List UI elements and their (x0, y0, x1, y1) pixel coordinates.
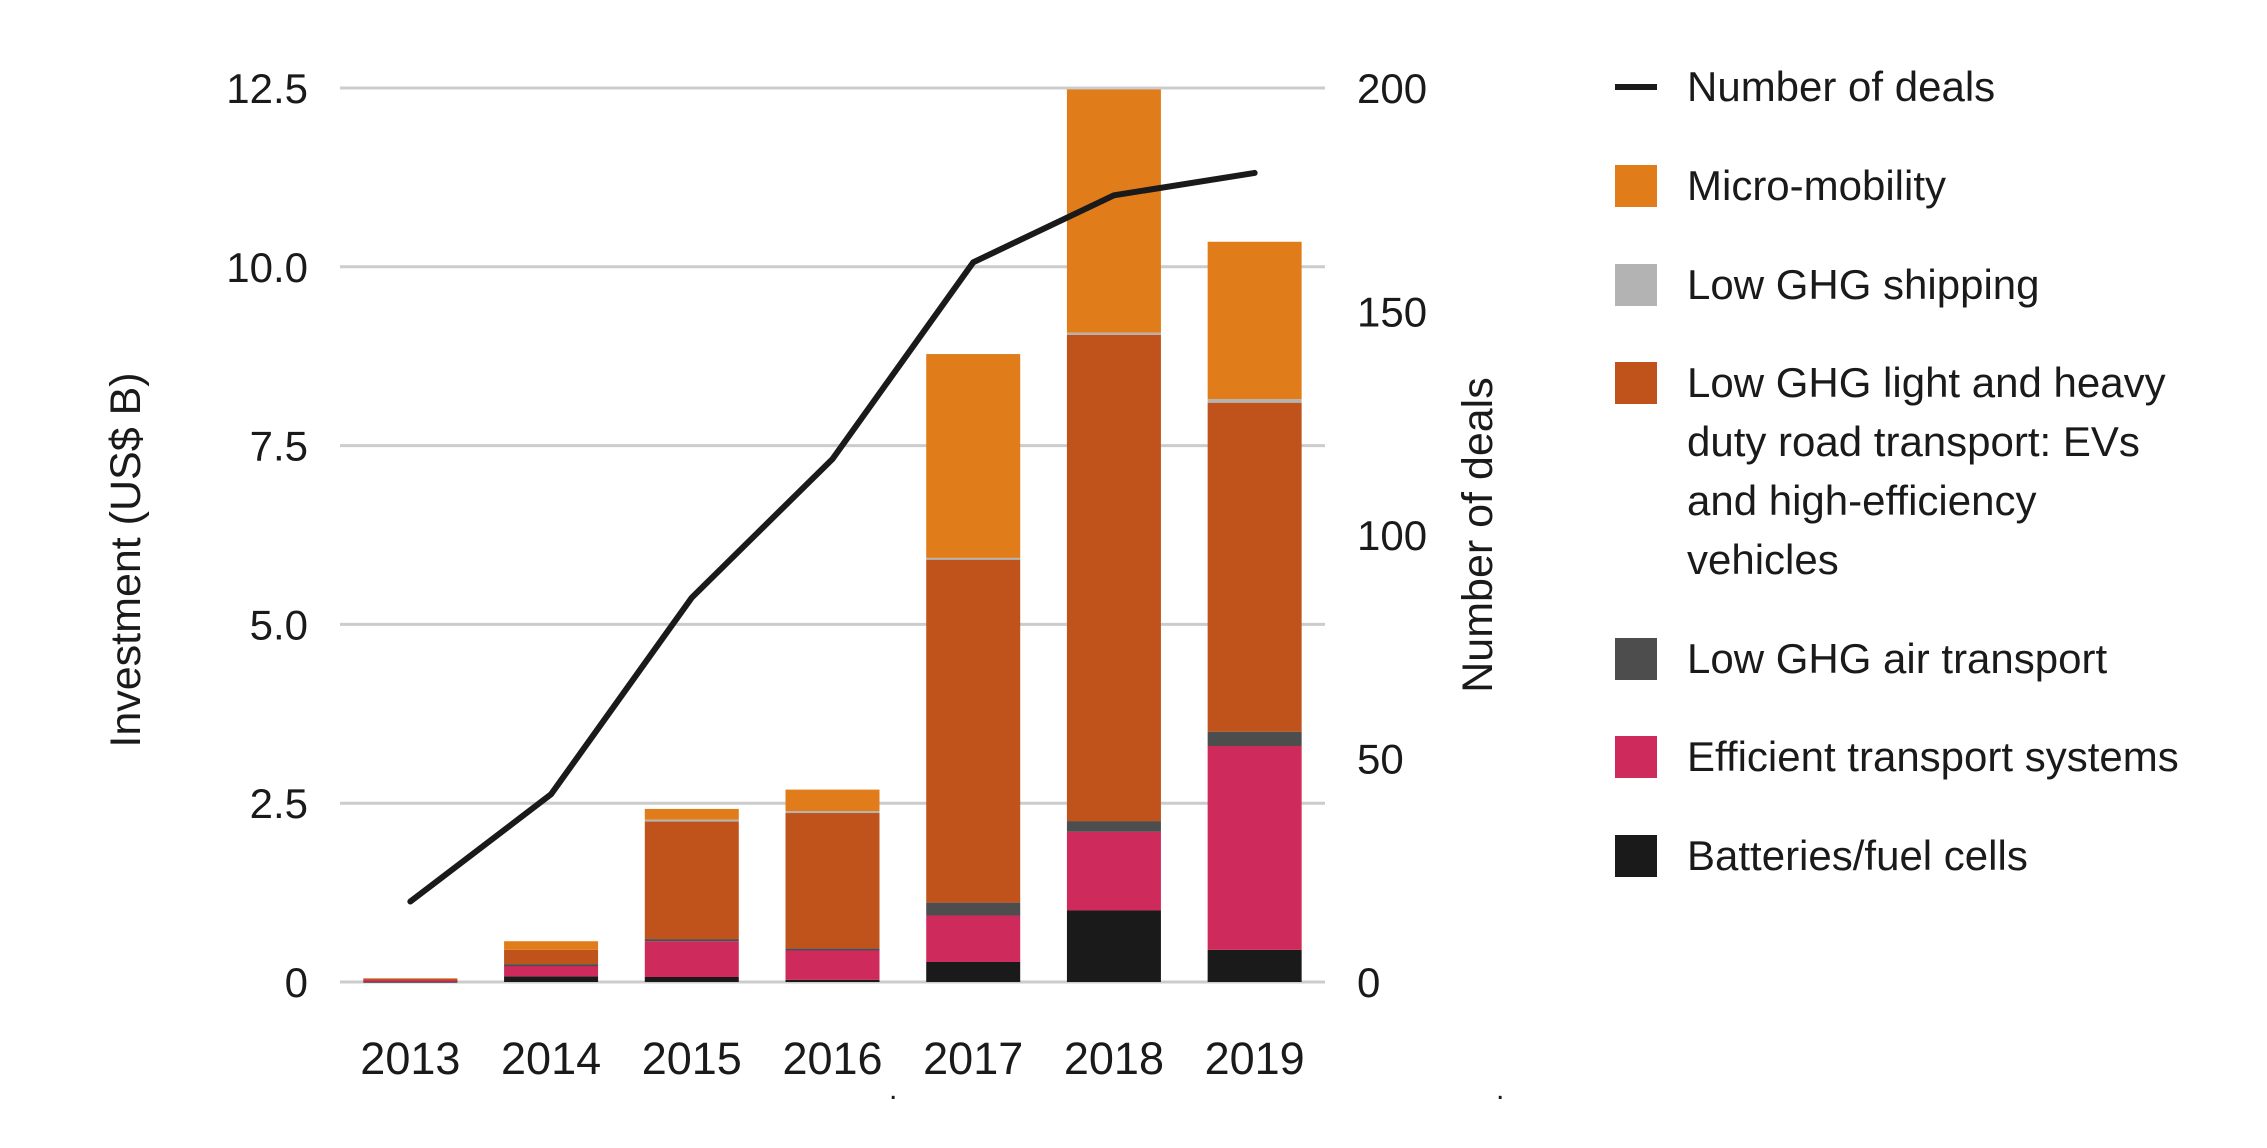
right-axis-title: Number of deals (1454, 377, 1502, 693)
bar-segment (644, 976, 739, 982)
legend-label: Number of deals (1687, 63, 1996, 110)
bar-segment (1207, 949, 1302, 982)
x-axis-labels: 2013 2014 2015 2016 2017 2018 2019 (360, 1033, 1304, 1084)
bar-segment (363, 978, 458, 981)
color-swatch-icon (1615, 637, 1657, 680)
right-axis-ticks: 0 50 100 150 200 (1357, 65, 1427, 1006)
bar-segment (1066, 821, 1161, 832)
color-swatch-icon (1615, 835, 1657, 878)
bar-segment (504, 965, 599, 977)
right-tick-label: 50 (1357, 736, 1404, 783)
bar-segment (785, 789, 880, 812)
x-axis-tick-label: 2014 (501, 1033, 601, 1084)
investment-deals-chart: 0 2.5 5.0 7.5 10.0 12.5 0 50 100 150 200 2013 2014… (102, 65, 1504, 1106)
bar-segment (785, 949, 880, 980)
bar-segment (1066, 332, 1161, 335)
bar-segment (644, 941, 739, 977)
bar-segment (785, 811, 880, 814)
right-tick-label: 150 (1357, 289, 1427, 336)
x-axis-tick-label: 2016 (782, 1033, 882, 1084)
bar-segment (785, 812, 880, 949)
bar-segment (363, 979, 458, 982)
legend-label: Micro-mobility (1687, 161, 1947, 209)
bar-segment (1207, 241, 1302, 400)
legend-item: Efficient transport systems (1615, 728, 2235, 787)
left-tick-label: 7.5 (250, 423, 308, 470)
legend-item: Low GHG shipping (1615, 256, 2235, 315)
bar-segment (926, 902, 1021, 916)
x-axis-tick-label: 2013 (360, 1033, 460, 1084)
x-axis-tick-label: 2017 (923, 1033, 1023, 1084)
decor-group: .. (889, 1073, 1504, 1106)
bar-segment (644, 821, 739, 940)
bar-segment (1207, 402, 1302, 732)
color-swatch-icon (1615, 362, 1657, 405)
line-swatch-icon (1615, 66, 1657, 108)
color-swatch-icon (1615, 263, 1657, 306)
line-group (407, 169, 1258, 905)
x-axis-tick-label: 2018 (1064, 1033, 1164, 1084)
left-tick-label: 2.5 (250, 780, 308, 827)
bar-segment (1207, 731, 1302, 746)
bar-segment (1207, 745, 1302, 950)
bar-segment (785, 979, 880, 982)
bar-segment (1066, 831, 1161, 911)
legend-item: Low GHG air transport (1615, 630, 2235, 689)
bar-segment (644, 808, 739, 820)
bar-segment (504, 949, 599, 965)
color-swatch-icon (1615, 164, 1657, 207)
bar-segment (1207, 399, 1302, 403)
legend-label: Batteries/fuel cells (1687, 832, 2028, 880)
color-swatch-icon (1615, 736, 1657, 779)
bar-segment (926, 559, 1021, 903)
bar-segment (504, 941, 599, 950)
bar-segment (926, 961, 1021, 982)
bar-segment (926, 354, 1021, 558)
line-swatch-stroke (1615, 84, 1657, 90)
x-axis-tick-label: 2019 (1205, 1033, 1305, 1084)
x-axis-tick-label: 2015 (642, 1033, 742, 1084)
bars-group (363, 89, 1302, 983)
legend-label: Low GHG light and heavy duty road transp… (1687, 359, 2166, 583)
bar-segment (644, 939, 739, 942)
left-tick-label: 5.0 (250, 601, 308, 648)
bar-segment (926, 557, 1021, 560)
bar-segment (785, 948, 880, 951)
chart-legend: Number of deals Micro-mobility Low GHG shi… (1615, 58, 2235, 886)
bar-segment (926, 915, 1021, 962)
legend-label: Low GHG shipping (1687, 260, 2040, 308)
left-tick-label: 12.5 (226, 65, 308, 112)
stray-dot: . (889, 1073, 897, 1106)
right-tick-label: 0 (1357, 959, 1380, 1006)
right-tick-label: 100 (1357, 512, 1427, 559)
legend-label: Efficient transport systems (1687, 733, 2179, 781)
deals-line (407, 169, 1258, 905)
bar-segment (1066, 910, 1161, 982)
bar-segment (504, 964, 599, 967)
legend-label: Low GHG air transport (1687, 634, 2108, 682)
right-tick-label: 200 (1357, 65, 1427, 112)
left-axis-ticks: 0 2.5 5.0 7.5 10.0 12.5 (226, 65, 308, 1006)
legend-item: Low GHG light and heavy duty road transp… (1615, 354, 2235, 589)
legend-item: Number of deals (1615, 58, 2235, 117)
left-axis-title: Investment (US$ B) (102, 372, 150, 747)
legend-item: Micro-mobility (1615, 157, 2235, 216)
stray-dot: . (1496, 1073, 1504, 1106)
bar-segment (504, 976, 599, 982)
bar-segment (1066, 334, 1161, 822)
left-tick-label: 0 (285, 959, 308, 1006)
left-tick-label: 10.0 (226, 244, 308, 291)
legend-item: Batteries/fuel cells (1615, 827, 2235, 886)
bar-segment (644, 819, 739, 822)
